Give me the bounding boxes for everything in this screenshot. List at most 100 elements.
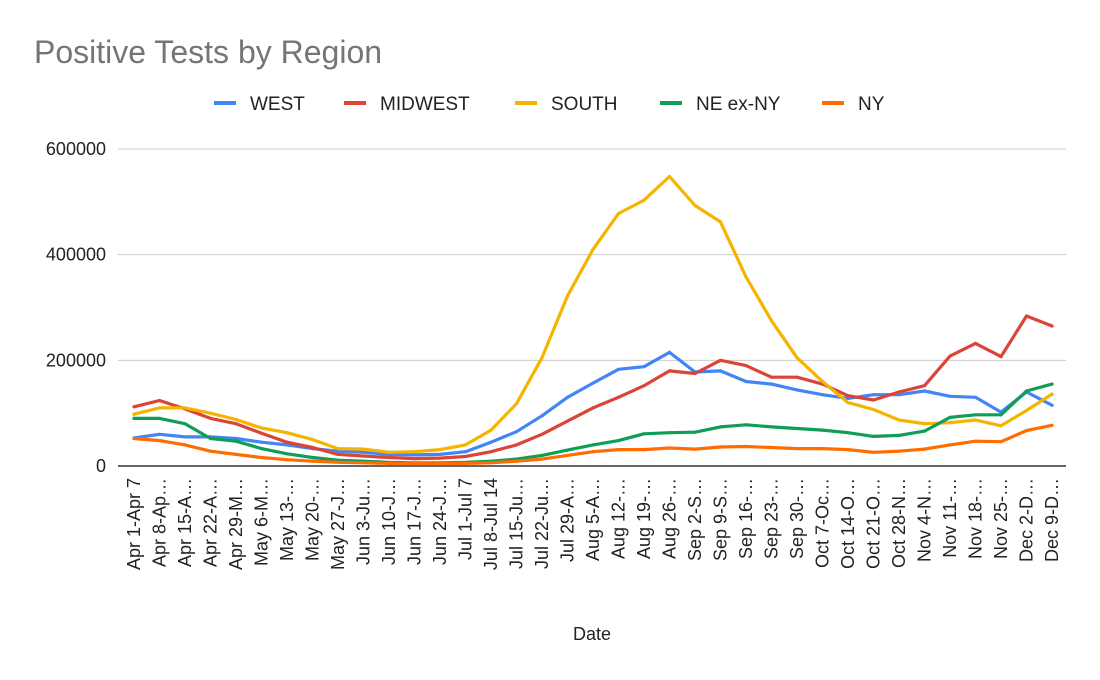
x-tick-label: Nov 25-… [991, 478, 1011, 559]
data-point [948, 443, 952, 447]
data-point [871, 393, 876, 397]
data-point [489, 461, 493, 465]
data-point [922, 389, 927, 393]
data-point [208, 416, 213, 420]
data-point [259, 431, 264, 435]
x-tick-label: May 6-M… [252, 478, 272, 566]
y-tick-label: 200000 [46, 350, 106, 370]
data-point [693, 371, 697, 376]
data-point [132, 436, 136, 441]
x-tick-label: Jul 15-Ju… [507, 478, 527, 569]
data-point [234, 436, 238, 441]
data-point [973, 395, 978, 399]
data-point [310, 438, 315, 442]
series-south [132, 174, 1054, 454]
x-tick-label: Aug 5-A… [583, 478, 603, 561]
x-tick-label: Jul 22-Ju… [532, 478, 552, 569]
data-point [336, 449, 340, 453]
legend-item: NY [822, 94, 885, 115]
legend-item: WEST [214, 94, 305, 115]
data-point [795, 375, 799, 379]
data-point [259, 455, 264, 460]
data-point [999, 424, 1003, 428]
data-point [565, 448, 570, 452]
data-point [183, 406, 187, 410]
series-line [132, 350, 1054, 457]
x-tick-label: Sep 23-… [762, 478, 782, 559]
data-point [183, 422, 187, 426]
data-point [820, 447, 825, 451]
x-tick-label: Apr 1-Apr 7 [124, 478, 144, 570]
data-point [871, 398, 876, 402]
data-point [438, 452, 442, 456]
data-point [1050, 403, 1054, 407]
x-tick-label: Sep 2-S… [685, 478, 705, 561]
x-axis-ticks: Apr 1-Apr 7 Apr 8-Ap… Apr 15-A… Apr 22-A… Ap… [124, 478, 1062, 570]
data-point [744, 444, 748, 449]
data-point [693, 430, 697, 434]
data-point [948, 394, 952, 398]
data-point [642, 448, 646, 452]
data-point [565, 453, 570, 457]
data-point [1050, 324, 1054, 328]
x-tick-label: Aug 26-… [660, 478, 680, 559]
data-point [846, 394, 850, 398]
x-tick-label: Nov 11-… [940, 478, 960, 558]
data-point [999, 413, 1003, 417]
x-tick-label: Sep 30-… [787, 478, 807, 559]
data-point [718, 358, 723, 362]
data-point [336, 460, 340, 464]
x-tick-label: Aug 12-… [609, 478, 629, 559]
data-point [234, 452, 238, 456]
legend-item: NE ex-NY [660, 94, 781, 115]
x-tick-label: Apr 22-A… [201, 478, 221, 567]
data-point [540, 453, 544, 457]
data-point [846, 396, 850, 400]
data-point [285, 458, 289, 462]
data-point [463, 454, 468, 459]
data-point [897, 433, 901, 437]
data-point [234, 422, 238, 426]
data-point [642, 384, 646, 388]
data-point [591, 443, 595, 447]
data-point [1050, 382, 1054, 386]
y-tick-label: 600000 [46, 139, 106, 159]
x-tick-label: Jun 10-J… [379, 478, 399, 565]
data-point [1024, 408, 1029, 413]
x-tick-label: Aug 19-… [634, 478, 654, 559]
data-point [795, 447, 799, 451]
data-point [132, 412, 136, 416]
data-point [157, 398, 162, 403]
data-point [846, 448, 850, 452]
data-point [336, 447, 340, 451]
data-point [973, 418, 978, 422]
data-point [565, 294, 570, 298]
x-tick-label: Jun 17-J… [405, 478, 425, 565]
data-point [183, 443, 187, 447]
data-point [310, 455, 315, 460]
data-point [438, 448, 442, 452]
data-point [922, 447, 927, 451]
data-point [361, 450, 366, 454]
data-point [922, 422, 927, 426]
data-point [871, 434, 876, 438]
data-point [744, 379, 748, 384]
legend-label: WEST [250, 94, 305, 115]
data-point [642, 432, 646, 436]
data-point [514, 459, 519, 463]
data-point [208, 411, 213, 415]
data-point [412, 457, 417, 461]
data-point [999, 355, 1003, 359]
data-point [948, 421, 952, 425]
legend: WEST MIDWEST SOUTH NE ex-NY NY [214, 94, 885, 115]
data-point [463, 450, 468, 454]
data-point [667, 431, 672, 435]
data-point [769, 425, 774, 429]
data-point [438, 461, 442, 465]
x-tick-label: Jun 3-Ju… [354, 478, 374, 565]
data-point [718, 445, 723, 449]
data-point [718, 220, 723, 224]
x-tick-label: Sep 9-S… [711, 478, 731, 561]
data-point [769, 382, 774, 386]
